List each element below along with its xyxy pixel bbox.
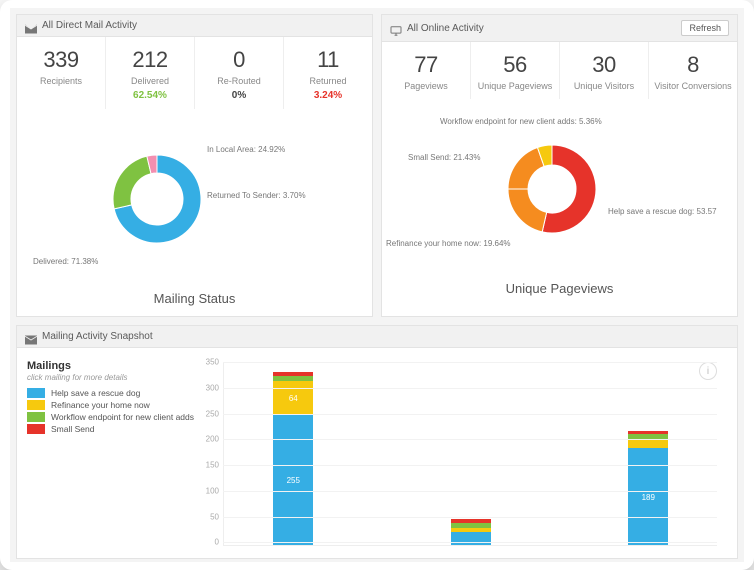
dashboard-frame: All Direct Mail Activity 339Recipients21… (0, 0, 754, 570)
chart-slice-label: Small Send: 21.43% (408, 153, 481, 162)
legend-item[interactable]: Workflow endpoint for new client adds (27, 412, 197, 422)
stat-value: 30 (562, 52, 646, 78)
y-axis-tick: 0 (197, 538, 219, 547)
unique-pageviews-title: Unique Pageviews (382, 279, 737, 306)
snapshot-panel: Mailing Activity Snapshot Mailings click… (16, 325, 738, 559)
stat-card: 212 Delivered 62.54% (106, 37, 195, 109)
y-axis-tick: 150 (197, 461, 219, 470)
stat-percent: 62.54% (108, 90, 192, 101)
direct-mail-panel: All Direct Mail Activity 339Recipients21… (16, 14, 373, 317)
stat-card: 8 Visitor Conversions (649, 42, 737, 99)
dashboard-canvas: All Direct Mail Activity 339Recipients21… (10, 8, 744, 562)
legend-title: Mailings (27, 360, 197, 372)
envelope-icon (25, 21, 37, 31)
stat-label: Visitor Conversions (651, 81, 735, 91)
y-axis-tick: 350 (197, 358, 219, 367)
stat-value: 212 (108, 47, 192, 73)
legend-label: Refinance your home now (51, 400, 150, 410)
legend-swatch (27, 412, 45, 422)
envelope-icon (25, 332, 37, 342)
y-axis-tick: 200 (197, 435, 219, 444)
online-stats: 77 Pageviews 56 Unique Pageviews 30 Unique Vi… (382, 42, 737, 99)
stat-value: 8 (651, 52, 735, 78)
stat-label: Delivered (108, 76, 192, 86)
stat-card: 11 Returned 3.24% (284, 37, 372, 109)
stat-value: 0 (197, 47, 281, 73)
direct-mail-title: All Direct Mail Activity (42, 20, 137, 31)
legend-swatch (27, 400, 45, 410)
chart-slice-label: In Local Area: 24.92% (207, 145, 285, 154)
legend-item[interactable]: Help save a rescue dog (27, 388, 197, 398)
y-axis-tick: 250 (197, 409, 219, 418)
legend-subtitle: click mailing for more details (27, 373, 197, 382)
chart-slice-label: Returned To Sender: 3.70% (207, 191, 306, 200)
mailing-status-title: Mailing Status (17, 289, 372, 316)
bar-value-label: 255 (273, 476, 313, 485)
unique-pageviews-chart: Help save a rescue dog: 53.57 Small Send:… (382, 99, 737, 279)
bar-value-label: 189 (628, 493, 668, 502)
legend-item[interactable]: Small Send (27, 424, 197, 434)
bar[interactable]: 189 (628, 431, 668, 546)
bar[interactable] (451, 519, 491, 546)
y-axis-tick: 300 (197, 384, 219, 393)
snapshot-header: Mailing Activity Snapshot (17, 326, 737, 348)
y-axis-tick: 100 (197, 486, 219, 495)
stat-card: 0 Re-Routed 0% (195, 37, 284, 109)
stat-label: Pageviews (384, 81, 468, 91)
stat-card: 339 Recipients (17, 37, 106, 109)
chart-slice-label: Refinance your home now: 19.64% (386, 239, 511, 248)
snapshot-bar-chart: i 25564189050100150200250300350 (197, 356, 727, 550)
stat-card: 30 Unique Visitors (560, 42, 649, 99)
stat-value: 77 (384, 52, 468, 78)
y-axis-tick: 50 (197, 512, 219, 521)
snapshot-legend: Mailings click mailing for more details … (27, 356, 197, 550)
legend-swatch (27, 388, 45, 398)
legend-item[interactable]: Refinance your home now (27, 400, 197, 410)
stat-value: 11 (286, 47, 370, 73)
stat-label: Re-Routed (197, 76, 281, 86)
legend-label: Help save a rescue dog (51, 388, 140, 398)
chart-slice-label: Delivered: 71.38% (33, 257, 98, 266)
online-header: All Online Activity Refresh (382, 15, 737, 42)
refresh-button[interactable]: Refresh (681, 20, 729, 36)
snapshot-title: Mailing Activity Snapshot (42, 331, 153, 342)
online-title: All Online Activity (407, 23, 484, 34)
stat-label: Unique Visitors (562, 81, 646, 91)
bar-value-label: 64 (273, 394, 313, 403)
legend-label: Small Send (51, 424, 94, 434)
stat-card: 56 Unique Pageviews (471, 42, 560, 99)
online-panel: All Online Activity Refresh 77Pageviews5… (381, 14, 738, 317)
monitor-icon (390, 23, 402, 33)
stat-percent: 0% (197, 90, 281, 101)
chart-slice-label: Help save a rescue dog: 53.57 (608, 207, 717, 216)
legend-label: Workflow endpoint for new client adds (51, 412, 194, 422)
mailing-status-chart: Delivered: 71.38% In Local Area: 24.92% Re… (17, 109, 372, 289)
direct-mail-stats: 339 Recipients 212 Delivered 62.54% 0 Re-Route… (17, 37, 372, 109)
bar[interactable]: 255 64 (273, 372, 313, 545)
stat-label: Recipients (19, 76, 103, 86)
chart-slice-label: Workflow endpoint for new client adds: 5… (440, 117, 602, 126)
stat-label: Unique Pageviews (473, 81, 557, 91)
stat-value: 56 (473, 52, 557, 78)
stat-card: 77 Pageviews (382, 42, 471, 99)
stat-percent: 3.24% (286, 90, 370, 101)
legend-swatch (27, 424, 45, 434)
stat-label: Returned (286, 76, 370, 86)
direct-mail-header: All Direct Mail Activity (17, 15, 372, 37)
stat-value: 339 (19, 47, 103, 73)
